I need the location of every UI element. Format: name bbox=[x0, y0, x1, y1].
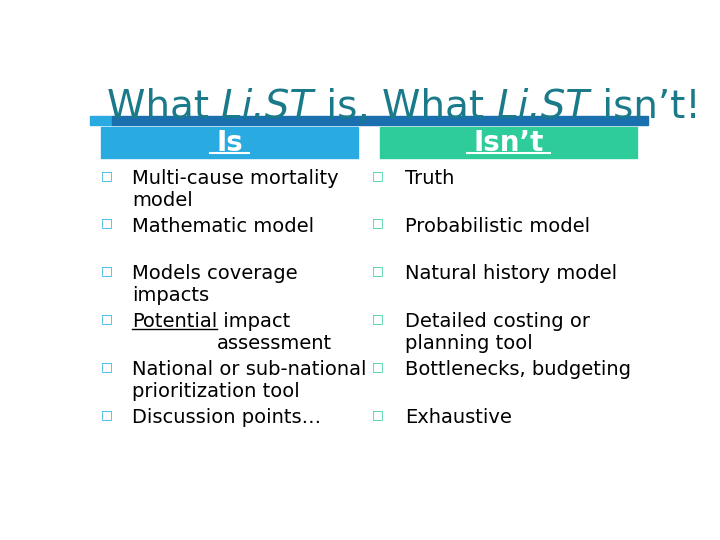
Text: Natural history model: Natural history model bbox=[405, 265, 617, 284]
Text: isn’t!: isn’t! bbox=[590, 87, 701, 126]
Text: □: □ bbox=[372, 265, 383, 278]
Text: Potential: Potential bbox=[132, 312, 217, 331]
Text: □: □ bbox=[101, 408, 112, 421]
Text: Is: Is bbox=[216, 129, 243, 157]
Text: Isn’t: Isn’t bbox=[473, 129, 544, 157]
Text: □: □ bbox=[101, 168, 112, 182]
Text: Li.ST: Li.ST bbox=[497, 87, 590, 126]
Text: □: □ bbox=[372, 408, 383, 421]
Text: Truth: Truth bbox=[405, 168, 454, 188]
Bar bbox=[112, 116, 648, 125]
Text: Li.ST: Li.ST bbox=[221, 87, 314, 126]
Text: Bottlenecks, budgeting: Bottlenecks, budgeting bbox=[405, 360, 631, 379]
Text: Multi-cause mortality
model: Multi-cause mortality model bbox=[132, 168, 338, 210]
Text: impact
assessment: impact assessment bbox=[217, 312, 332, 353]
Text: □: □ bbox=[372, 168, 383, 182]
Text: Models coverage
impacts: Models coverage impacts bbox=[132, 265, 297, 306]
Text: Probabilistic model: Probabilistic model bbox=[405, 217, 590, 235]
Text: □: □ bbox=[101, 265, 112, 278]
Text: □: □ bbox=[101, 217, 112, 230]
Text: National or sub-national
prioritization tool: National or sub-national prioritization … bbox=[132, 360, 366, 401]
Text: is, What: is, What bbox=[314, 87, 497, 126]
Text: Detailed costing or
planning tool: Detailed costing or planning tool bbox=[405, 312, 590, 353]
Text: □: □ bbox=[372, 217, 383, 230]
Text: Exhaustive: Exhaustive bbox=[405, 408, 512, 427]
Text: What: What bbox=[107, 87, 221, 126]
Text: □: □ bbox=[372, 312, 383, 325]
Bar bbox=[101, 127, 358, 158]
Bar bbox=[380, 127, 637, 158]
Text: Mathematic model: Mathematic model bbox=[132, 217, 314, 235]
Bar bbox=[90, 116, 112, 125]
Text: □: □ bbox=[101, 312, 112, 325]
Text: □: □ bbox=[372, 360, 383, 373]
Text: Discussion points…: Discussion points… bbox=[132, 408, 321, 427]
Text: □: □ bbox=[101, 360, 112, 373]
